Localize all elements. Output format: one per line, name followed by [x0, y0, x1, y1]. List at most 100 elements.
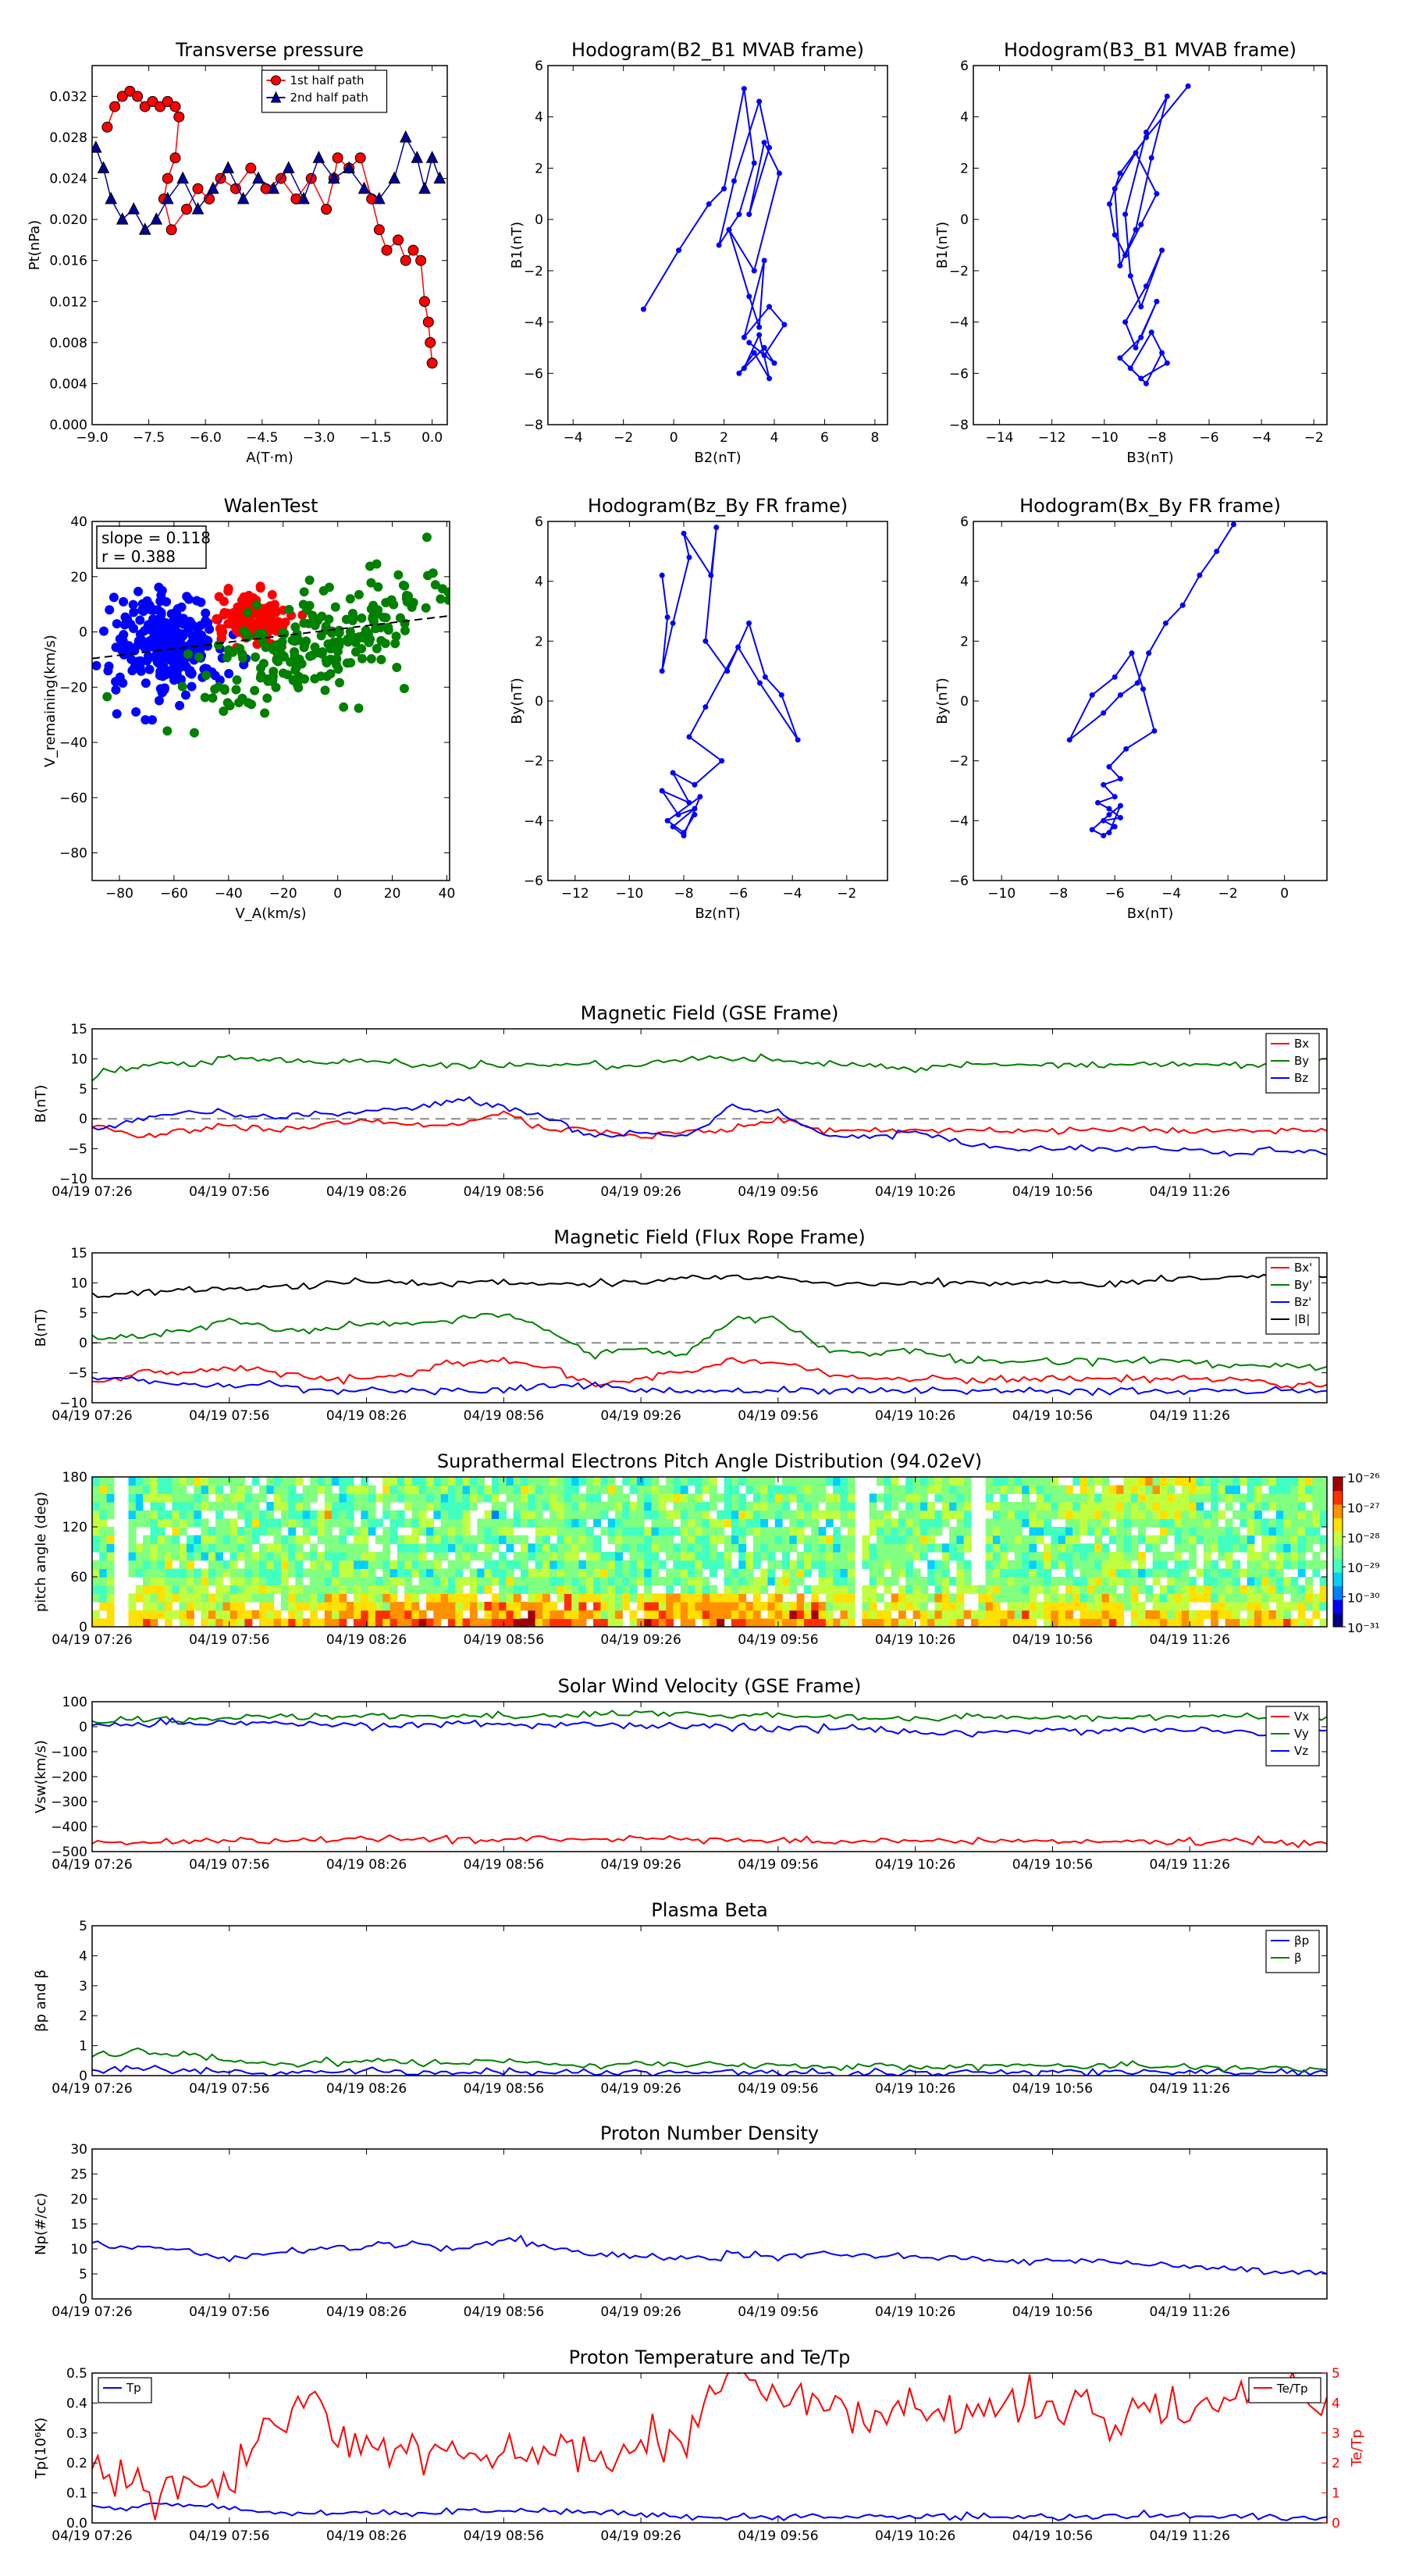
- x-tick-label: 04/19 08:26: [326, 2081, 407, 2097]
- heatmap-cell: [1261, 1560, 1270, 1569]
- heatmap-cell: [1211, 1510, 1219, 1519]
- heatmap-cell: [513, 1485, 521, 1494]
- heatmap-cell: [550, 1527, 558, 1536]
- walen-point: [205, 624, 215, 634]
- heatmap-cell: [1123, 1585, 1132, 1594]
- heatmap-cell: [644, 1610, 653, 1619]
- heatmap-cell: [157, 1518, 165, 1528]
- walen-point: [166, 609, 176, 619]
- heatmap-cell: [215, 1585, 224, 1594]
- heatmap-cell: [1232, 1618, 1240, 1627]
- heatmap-cell: [884, 1535, 892, 1544]
- heatmap-cell: [919, 1593, 928, 1603]
- heatmap-cell: [1072, 1502, 1081, 1511]
- heatmap-cell: [1167, 1485, 1176, 1494]
- heatmap-cell: [934, 1518, 943, 1528]
- x-tick-label: −12: [1038, 430, 1066, 446]
- heatmap-cell: [92, 1610, 100, 1619]
- y-tick-label: −80: [59, 846, 87, 862]
- hodogram-point: [1154, 298, 1160, 304]
- heatmap-cell: [1261, 1577, 1270, 1586]
- heatmap-cell: [963, 1560, 972, 1569]
- heatmap-cell: [404, 1518, 413, 1528]
- heatmap-cell: [1283, 1560, 1292, 1569]
- heatmap-cell: [469, 1593, 478, 1603]
- heatmap-cell: [600, 1618, 609, 1627]
- heatmap-cell: [310, 1585, 318, 1594]
- heatmap-cell: [389, 1493, 398, 1503]
- heatmap-cell: [1029, 1602, 1037, 1611]
- heatmap-cell: [404, 1502, 413, 1511]
- x-tick-label: 04/19 08:56: [464, 1857, 544, 1873]
- heatmap-cell: [1240, 1568, 1248, 1578]
- heatmap-cell: [1087, 1518, 1095, 1528]
- heatmap-cell: [1087, 1568, 1095, 1578]
- heatmap-cell: [1080, 1527, 1088, 1536]
- heatmap-cell: [1152, 1610, 1161, 1619]
- walen-point: [222, 698, 233, 708]
- heatmap-cell: [1312, 1527, 1321, 1536]
- heatmap-cell: [521, 1502, 528, 1511]
- heatmap-cell: [1290, 1585, 1299, 1594]
- heatmap-cell: [280, 1560, 289, 1569]
- heatmap-cell: [375, 1493, 383, 1503]
- heatmap-cell: [244, 1535, 253, 1544]
- heatmap-cell: [760, 1485, 769, 1494]
- heatmap-cell: [1022, 1618, 1030, 1627]
- heatmap-cell: [1247, 1577, 1255, 1586]
- heatmap-cell: [571, 1552, 580, 1561]
- heatmap-cell: [1268, 1577, 1277, 1586]
- heatmap-cell: [1254, 1618, 1262, 1627]
- heatmap-cell: [288, 1510, 297, 1519]
- heatmap-cell: [1080, 1552, 1088, 1561]
- heatmap-cell: [811, 1618, 820, 1627]
- walen-point: [144, 600, 155, 610]
- heatmap-cell: [731, 1502, 739, 1511]
- heatmap-cell: [702, 1535, 710, 1544]
- heatmap-cell: [1174, 1535, 1183, 1544]
- heatmap-cell: [949, 1485, 957, 1494]
- heatmap-cell: [1189, 1585, 1197, 1594]
- heatmap-cell: [615, 1518, 623, 1528]
- heatmap-cell: [389, 1518, 398, 1528]
- walen-point: [248, 592, 258, 603]
- heatmap-cell: [1319, 1485, 1327, 1494]
- pressure-path: [95, 136, 441, 231]
- y-tick-label: −10: [59, 1396, 87, 1411]
- heatmap-cell: [898, 1618, 906, 1627]
- heatmap-cell: [143, 1477, 151, 1486]
- y-tick-label: −6: [949, 873, 969, 889]
- heatmap-cell: [1044, 1593, 1051, 1603]
- heatmap-cell: [1036, 1527, 1044, 1536]
- heatmap-cell: [99, 1510, 108, 1519]
- heatmap-cell: [280, 1477, 289, 1486]
- heatmap-cell: [600, 1552, 609, 1561]
- walen-point: [450, 594, 459, 603]
- heatmap-cell: [956, 1477, 965, 1486]
- heatmap-cell: [135, 1560, 144, 1569]
- y-tick-label: −300: [51, 1795, 87, 1810]
- heatmap-cell: [324, 1518, 333, 1528]
- heatmap-cell: [673, 1560, 681, 1569]
- heatmap-cell: [593, 1510, 602, 1519]
- heatmap-cell: [332, 1610, 340, 1619]
- heatmap-cell: [426, 1485, 434, 1494]
- heatmap-cell: [825, 1593, 834, 1603]
- heatmap-cell: [1159, 1518, 1168, 1528]
- heatmap-cell: [1116, 1552, 1125, 1561]
- hodogram-point: [1101, 710, 1107, 716]
- heatmap-cell: [927, 1510, 936, 1519]
- heatmap-cell: [636, 1593, 645, 1603]
- heatmap-cell: [1247, 1535, 1255, 1544]
- heatmap-cell: [418, 1477, 427, 1486]
- hodogram-point: [1143, 283, 1149, 290]
- heatmap-cell: [99, 1568, 108, 1578]
- heatmap-cell: [1108, 1493, 1117, 1503]
- heatmap-cell: [658, 1618, 667, 1627]
- heatmap-cell: [934, 1543, 943, 1553]
- heatmap-cell: [688, 1610, 695, 1619]
- heatmap-cell: [266, 1602, 275, 1611]
- heatmap-cell: [280, 1593, 289, 1603]
- heatmap-cell: [542, 1535, 550, 1544]
- heatmap-cell: [106, 1552, 115, 1561]
